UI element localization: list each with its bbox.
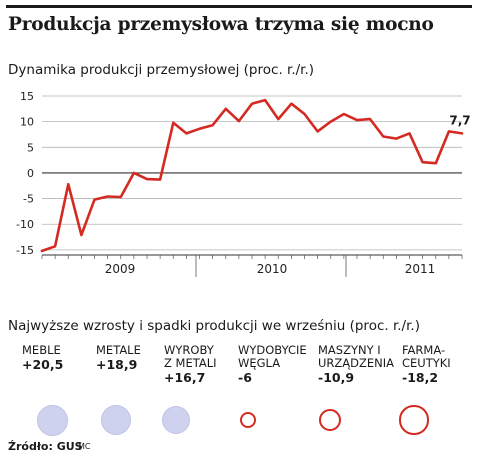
y-tick-label: 15 <box>20 90 34 103</box>
y-tick-label: 5 <box>27 141 34 154</box>
bubble-decrease <box>399 405 429 435</box>
category-name-line2: URZĄDZENIA <box>318 356 395 370</box>
category-value: -6 <box>238 370 252 385</box>
category-name-line1: WYDOBYCIE <box>238 343 307 357</box>
category-label: MASZYNY I URZĄDZENIA -10,9 <box>318 343 398 385</box>
y-tick-label: -5 <box>23 193 34 206</box>
category-value: +20,5 <box>22 357 64 372</box>
author-label: MC <box>78 442 91 451</box>
y-tick-label: 10 <box>20 116 34 129</box>
bubble-decrease <box>318 408 342 432</box>
x-tick-label: 2009 <box>105 262 136 276</box>
category-name-line1: FARMA- <box>402 343 446 357</box>
bubble-decrease <box>239 411 257 429</box>
category-value: -10,9 <box>318 370 355 385</box>
bubble-increase <box>162 406 190 434</box>
y-tick-label: 0 <box>27 167 34 180</box>
top-rule <box>6 5 472 8</box>
chart-subtitle: Dynamika produkcji przemysłowej (proc. r… <box>8 62 315 78</box>
bubble-increase <box>36 404 68 436</box>
category-label: MEBLE +20,5 <box>22 343 102 372</box>
category-label: WYDOBYCIE WĘGLA -6 <box>238 343 318 385</box>
category-name-line1: MASZYNY I <box>318 343 381 357</box>
page-title: Produkcja przemysłowa trzyma się mocno <box>8 14 434 35</box>
category-name-line1: MEBLE <box>22 343 61 357</box>
bubble-section-title: Najwyższe wzrosty i spadki produkcji we … <box>8 318 420 334</box>
category-label: WYROBY Z METALI +16,7 <box>164 343 244 385</box>
category-name-line2: WĘGLA <box>238 356 281 370</box>
category-name-line1: METALE <box>96 343 141 357</box>
y-tick-label: -10 <box>16 218 34 231</box>
data-label-last: 7,7 <box>449 113 470 127</box>
category-value: +18,9 <box>96 357 138 372</box>
category-value: +16,7 <box>164 370 206 385</box>
series-line <box>40 98 464 253</box>
category-label: FARMA- CEUTYKI -18,2 <box>402 343 478 385</box>
category-name-line1: WYROBY <box>164 343 214 357</box>
y-tick-label: -15 <box>16 244 34 257</box>
source-label: Źródło: GUS <box>8 440 83 453</box>
line-chart: 15 10 5 0 -5 -10 -15 2009 2010 2011 7,7 <box>16 90 471 277</box>
x-tick-label: 2010 <box>257 262 288 276</box>
x-tick-label: 2011 <box>405 262 436 276</box>
category-name-line2: Z METALI <box>164 356 217 370</box>
category-value: -18,2 <box>402 370 439 385</box>
category-label: METALE +18,9 <box>96 343 176 372</box>
category-name-line2: CEUTYKI <box>402 356 451 370</box>
bubble-increase <box>101 405 131 435</box>
